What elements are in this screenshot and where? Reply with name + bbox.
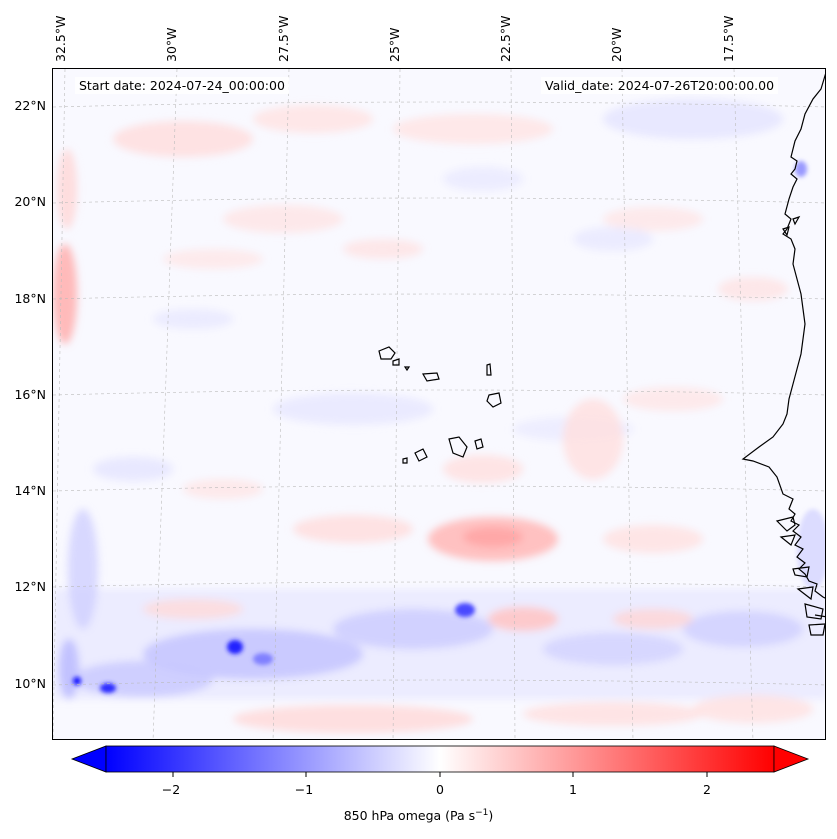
lat-label-20n: 20°N (14, 194, 46, 209)
gridlines (53, 69, 825, 739)
colorbar-tick-1: 1 (569, 782, 577, 797)
colorbar-tick-neg2: −2 (161, 782, 181, 797)
lat-label-16n: 16°N (14, 387, 46, 402)
lon-label-30w: 30°W (164, 27, 179, 62)
colorbar-tick-2: 2 (703, 782, 711, 797)
lat-label-22n: 22°N (14, 98, 46, 113)
lon-label-22-5w: 22.5°W (498, 15, 513, 62)
omega-field (53, 69, 825, 739)
lon-label-20w: 20°W (609, 27, 624, 62)
lon-label-17-5w: 17.5°W (721, 15, 736, 62)
colorbar-title-suffix: ) (488, 808, 494, 824)
lat-label-14n: 14°N (14, 483, 46, 498)
coastline (741, 73, 825, 636)
colorbar-title-exponent: −1 (475, 808, 489, 818)
lat-label-12n: 12°N (14, 579, 46, 594)
lon-label-25w: 25°W (387, 27, 402, 62)
colorbar-max-extension (773, 745, 810, 773)
colorbar-gradient (105, 745, 775, 773)
colorbar-tick-neg1: −1 (294, 782, 314, 797)
cape-verde-islands (378, 346, 502, 464)
lon-label-32-5w: 32.5°W (53, 15, 68, 62)
colorbar-title: 850 hPa omega (Pa s−1) (0, 808, 837, 823)
field-blobs (53, 99, 825, 733)
colorbar-ticks (172, 772, 708, 777)
lat-label-18n: 18°N (14, 291, 46, 306)
lon-label-27-5w: 27.5°W (276, 15, 291, 62)
field-cores (73, 161, 825, 693)
omega-map (52, 68, 826, 740)
colorbar-min-extension (70, 745, 107, 773)
valid-date-label: Valid_date: 2024-07-26T20:00:00.00 (541, 77, 779, 94)
colorbar-title-text: 850 hPa omega (Pa s (343, 808, 476, 824)
colorbar-tick-0: 0 (436, 782, 444, 797)
lat-label-10n: 10°N (14, 676, 46, 691)
start-date-label: Start date: 2024-07-24_00:00:00 (75, 77, 289, 94)
colorbar (70, 745, 810, 777)
